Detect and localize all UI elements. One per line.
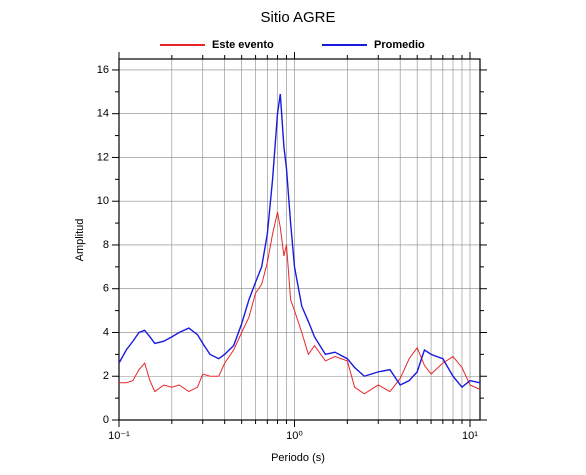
y-tick-label: 8 [103, 239, 109, 251]
x-axis-label: Periodo (s) [271, 452, 325, 464]
y-tick-label: 4 [103, 326, 109, 338]
series-line [119, 212, 481, 395]
y-tick-label: 14 [97, 108, 109, 120]
y-axis-label: Amplitud [74, 219, 86, 262]
x-tick-label: 10¹ [462, 430, 478, 442]
x-tick-label: 10⁰ [286, 430, 303, 442]
series-line [118, 93, 481, 389]
x-tick-label: 10⁻¹ [108, 430, 130, 442]
y-tick-label: 12 [97, 151, 109, 163]
y-tick-label: 16 [97, 64, 109, 76]
legend-label: Este evento [212, 39, 274, 51]
y-tick-label: 10 [97, 195, 109, 207]
y-tick-label: 2 [103, 370, 109, 382]
chart-title: Sitio AGRE [260, 9, 335, 26]
legend-label: Promedio [374, 39, 425, 51]
plot-frame [118, 58, 481, 421]
y-tick-label: 6 [103, 283, 109, 295]
y-tick-label: 0 [103, 414, 109, 426]
